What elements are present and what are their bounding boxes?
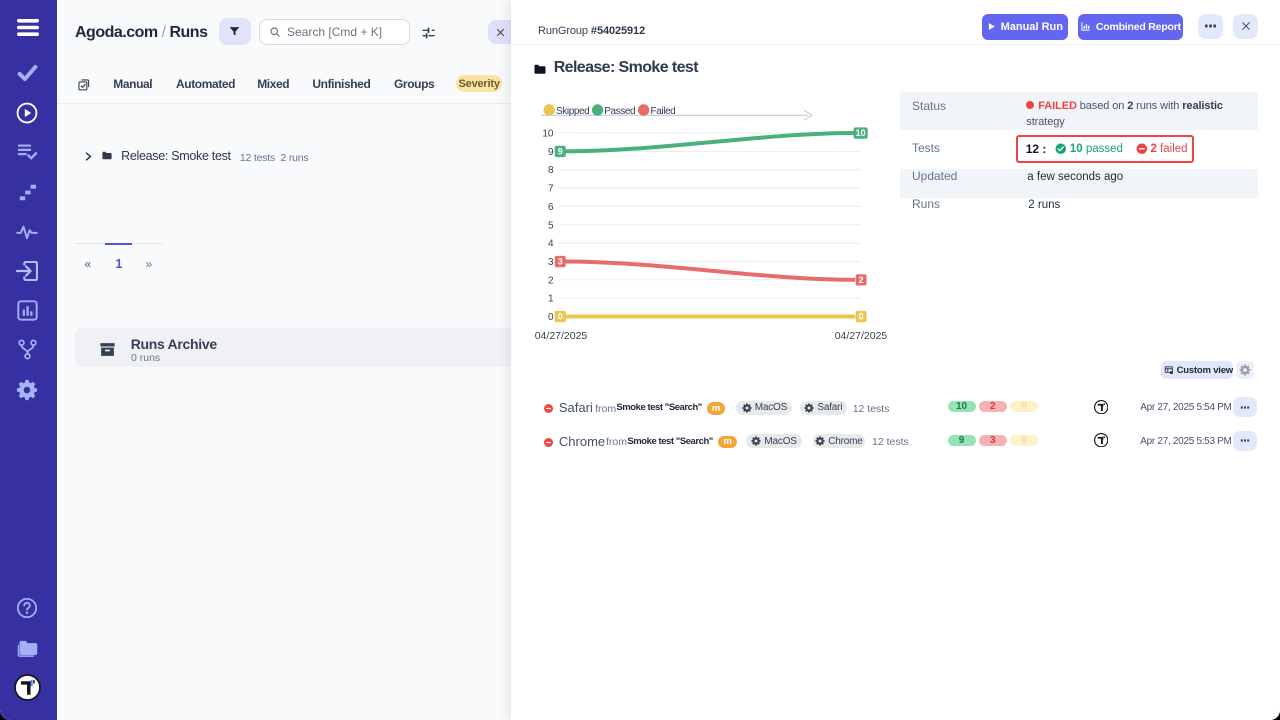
svg-text:4: 4	[548, 239, 554, 250]
svg-text:Failed: Failed	[651, 106, 676, 117]
svg-text:0: 0	[859, 312, 864, 322]
svg-text:9: 9	[558, 146, 563, 156]
svg-text:Passed: Passed	[604, 106, 635, 117]
svg-text:04/27/2025: 04/27/2025	[835, 330, 888, 342]
svg-text:0: 0	[558, 312, 563, 322]
svg-text:04/27/2025: 04/27/2025	[535, 330, 588, 342]
svg-text:10: 10	[542, 129, 554, 140]
svg-text:6: 6	[548, 202, 554, 213]
svg-text:3: 3	[548, 257, 554, 268]
svg-text:5: 5	[548, 220, 554, 231]
svg-text:2: 2	[859, 275, 864, 285]
svg-text:3: 3	[558, 257, 563, 267]
svg-text:8: 8	[548, 165, 554, 176]
svg-text:Skipped: Skipped	[556, 106, 589, 117]
svg-text:2: 2	[548, 275, 554, 286]
svg-text:9: 9	[548, 147, 554, 158]
svg-text:10: 10	[856, 128, 866, 138]
svg-text:1: 1	[548, 294, 554, 305]
svg-text:7: 7	[548, 184, 554, 195]
svg-text:0: 0	[548, 312, 554, 323]
